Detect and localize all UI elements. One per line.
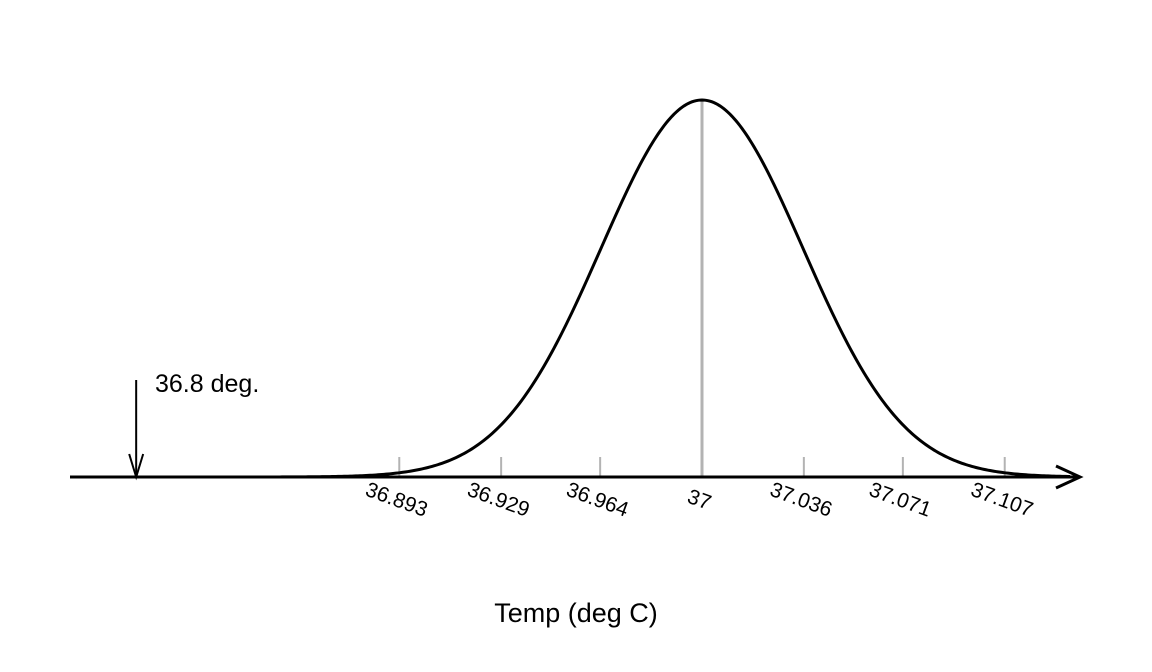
x-tick-label: 37.071 [866,478,934,522]
x-tick-label: 36.893 [362,478,430,522]
x-tick-label: 37.107 [968,478,1036,522]
x-tick-label: 36.964 [563,478,632,522]
x-tick-label: 36.929 [464,478,532,522]
density-curve [70,98,1071,479]
x-tick-label: 37.036 [767,478,835,522]
x-tick-label: 37 [684,485,714,515]
x-tick-labels: 36.893 36.929 36.964 37 37.036 37.071 37.107 [362,478,1036,522]
annotation-arrow [128,380,145,481]
annotation-arrowhead [128,453,145,481]
x-axis-title: Temp (deg C) [494,598,658,628]
annotation-label: 36.8 deg. [155,370,259,398]
x-axis-arrowhead [1055,464,1084,490]
